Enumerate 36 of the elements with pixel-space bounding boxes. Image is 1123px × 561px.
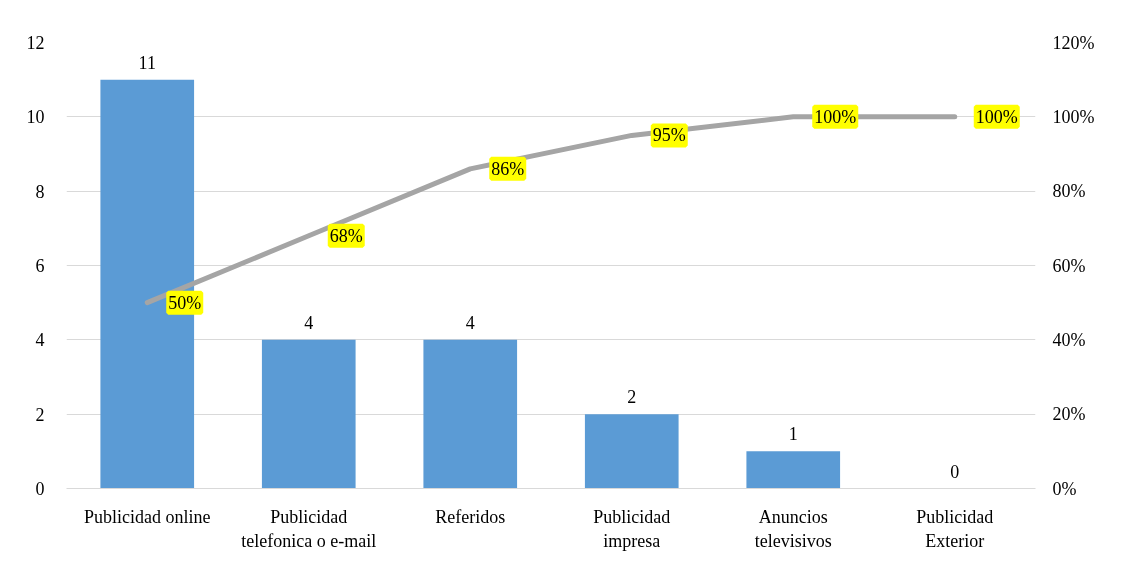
y2-tick-label: 80% <box>1052 181 1086 202</box>
data-label: 4 <box>465 312 475 333</box>
x-tick-label: Publicidad telefonica o e-mail <box>241 506 377 551</box>
y-tick-label: 8 <box>35 181 45 202</box>
x-tick-label: Publicidad Exterior <box>916 506 994 551</box>
data-label: 68% <box>329 225 363 246</box>
x-tick-label: Publicidad online <box>84 506 211 527</box>
data-label: 1 <box>788 424 798 445</box>
bar <box>423 339 518 489</box>
y2-tick-label: 60% <box>1052 255 1086 276</box>
bar <box>746 451 841 489</box>
y-tick-label: 2 <box>35 404 45 425</box>
x-tick-label: Referidos <box>435 506 506 527</box>
x-tick-label: Publicidad impresa <box>593 506 671 551</box>
x-tick-label: Anuncios televisivos <box>754 506 832 551</box>
bar <box>261 339 356 489</box>
data-label: 95% <box>652 125 686 146</box>
y-tick-label: 0 <box>35 479 45 499</box>
data-label: 86% <box>491 158 525 179</box>
data-label: 4 <box>304 312 314 333</box>
y-tick-label: 6 <box>35 256 45 276</box>
y2-tick-label: 0% <box>1052 478 1077 499</box>
bar <box>584 414 679 489</box>
y-tick-label: 4 <box>35 330 45 351</box>
data-label: 2 <box>627 387 637 408</box>
y2-tick-label: 20% <box>1052 404 1086 425</box>
y2-tick-label: 40% <box>1052 329 1086 350</box>
data-label: 0 <box>950 461 960 482</box>
y2-tick-label: 120% <box>1052 32 1095 53</box>
data-label: 11 <box>138 52 156 73</box>
data-label: 100% <box>814 106 857 127</box>
y-tick-label: 12 <box>26 33 45 53</box>
data-label: 50% <box>168 292 202 313</box>
y-tick-label: 10 <box>26 107 45 128</box>
y2-tick-label: 100% <box>1052 106 1095 127</box>
data-label: 100% <box>975 106 1018 127</box>
